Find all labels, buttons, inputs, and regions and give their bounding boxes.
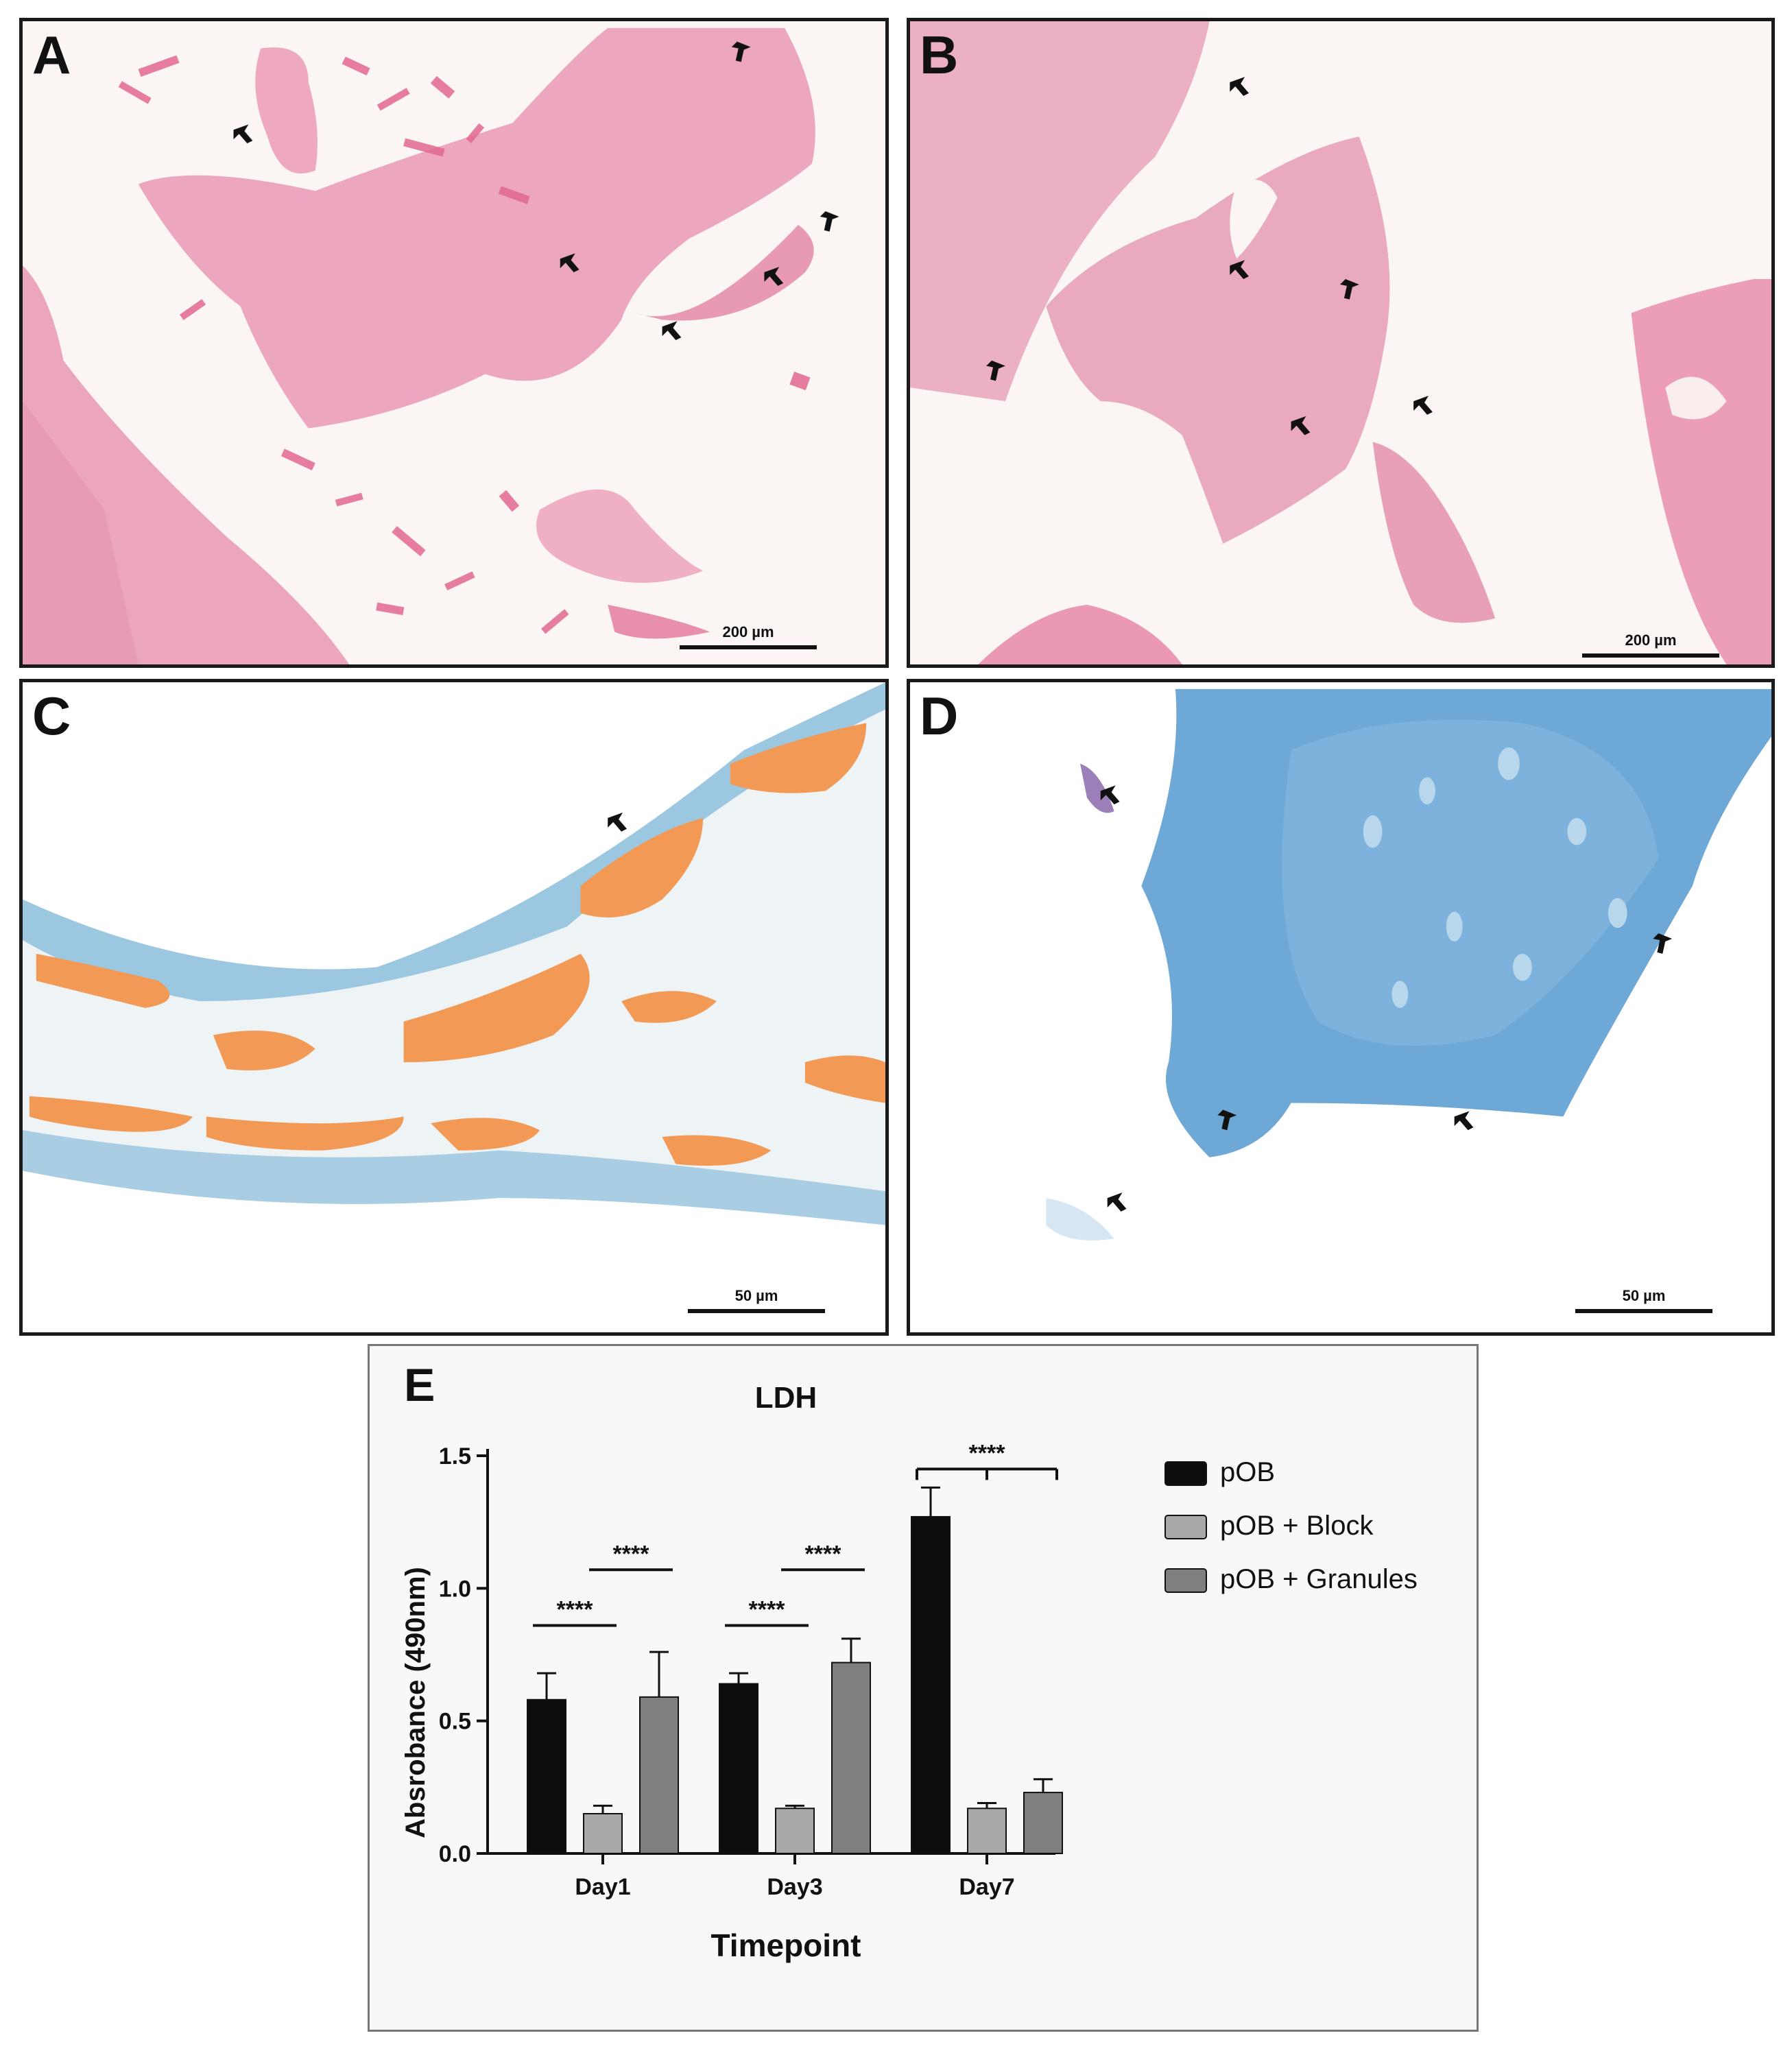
legend-label: pOB + Granules	[1220, 1564, 1418, 1594]
panel-a-scale-text: 200 µm	[722, 623, 774, 640]
panel-b-scale-line	[1582, 653, 1719, 658]
panel-b-tissue	[910, 21, 1771, 664]
bar-pob-granules	[639, 1696, 679, 1854]
panel-a-label: A	[32, 25, 71, 85]
panel-a-scale-bar: 200 µm	[680, 615, 817, 649]
y-tick-label: 0.0	[439, 1841, 471, 1867]
legend-swatch	[1164, 1568, 1207, 1593]
panel-b-scale-text: 200 µm	[1625, 632, 1677, 649]
y-axis-label: Absrobance (490nm)	[401, 1567, 431, 1838]
legend-label: pOB + Block	[1220, 1511, 1374, 1541]
panel-b-scale-bar: 200 µm	[1582, 623, 1719, 658]
chart-bars	[527, 1486, 1063, 1855]
bar-pob-block	[967, 1808, 1007, 1854]
panel-d-scale-line	[1575, 1309, 1712, 1313]
significance-label: ****	[969, 1440, 1006, 1466]
bar-pob-granules	[831, 1661, 871, 1854]
panel-d-micrograph: D 50 µm	[907, 679, 1775, 1336]
bar-pob-block	[583, 1813, 623, 1854]
legend-label: pOB	[1220, 1457, 1275, 1487]
significance-label: ****	[613, 1541, 650, 1567]
ldh-bar-chart: E LDH Absrobance (490nm) Timepoint 0.00.…	[401, 1359, 1418, 1963]
panel-e-chart: E LDH Absrobance (490nm) Timepoint 0.0 0.…	[368, 1344, 1479, 2032]
panel-c-micrograph: C 50 µm	[19, 679, 889, 1336]
chart-title: LDH	[755, 1381, 817, 1415]
panel-d-tissue	[910, 682, 1771, 1332]
panel-b-micrograph: B 200 µm	[907, 18, 1775, 668]
panel-c-scale-text: 50 µm	[734, 1287, 778, 1304]
bar-pob	[527, 1698, 566, 1854]
legend-swatch	[1164, 1461, 1207, 1486]
bar-pob	[719, 1683, 758, 1854]
panel-d-label: D	[920, 686, 959, 746]
panel-b-label: B	[920, 25, 959, 85]
chart-legend: pOB pOB + Block pOB + Granules	[1164, 1457, 1418, 1594]
panel-d-scale-bar: 50 µm	[1575, 1279, 1712, 1313]
y-tick-label: 0.5	[439, 1709, 471, 1735]
panel-c-scale-line	[688, 1309, 825, 1313]
legend-swatch	[1164, 1515, 1207, 1539]
panel-e-label: E	[404, 1359, 435, 1411]
panel-a-tissue	[23, 21, 885, 664]
x-tick-label: Day1	[575, 1874, 630, 1900]
panel-c-scale-bar: 50 µm	[688, 1279, 825, 1313]
y-tick-label: 1.0	[439, 1576, 471, 1602]
significance-label: ****	[805, 1541, 842, 1567]
x-axis-label: Timepoint	[711, 1928, 861, 1963]
bar-pob-block	[775, 1808, 815, 1854]
panel-c-label: C	[32, 686, 71, 746]
panel-c-tissue	[23, 682, 885, 1332]
x-tick-label: Day3	[767, 1874, 822, 1900]
panel-a-scale-line	[680, 645, 817, 649]
chart-axes: 0.0 0.5 1.0 1.5 Day1 Day3 Day7	[439, 1443, 1055, 1900]
significance-label: ****	[749, 1596, 786, 1622]
x-tick-label: Day7	[959, 1874, 1014, 1900]
panel-d-scale-text: 50 µm	[1622, 1287, 1666, 1304]
y-tick-label: 1.5	[439, 1443, 471, 1469]
significance-annotations: **** **** **** **** ****	[533, 1440, 1058, 1627]
panel-a-micrograph: A 200 µm	[19, 18, 889, 668]
bar-pob	[911, 1515, 951, 1855]
significance-label: ****	[557, 1596, 594, 1622]
bar-pob-granules	[1023, 1792, 1063, 1854]
